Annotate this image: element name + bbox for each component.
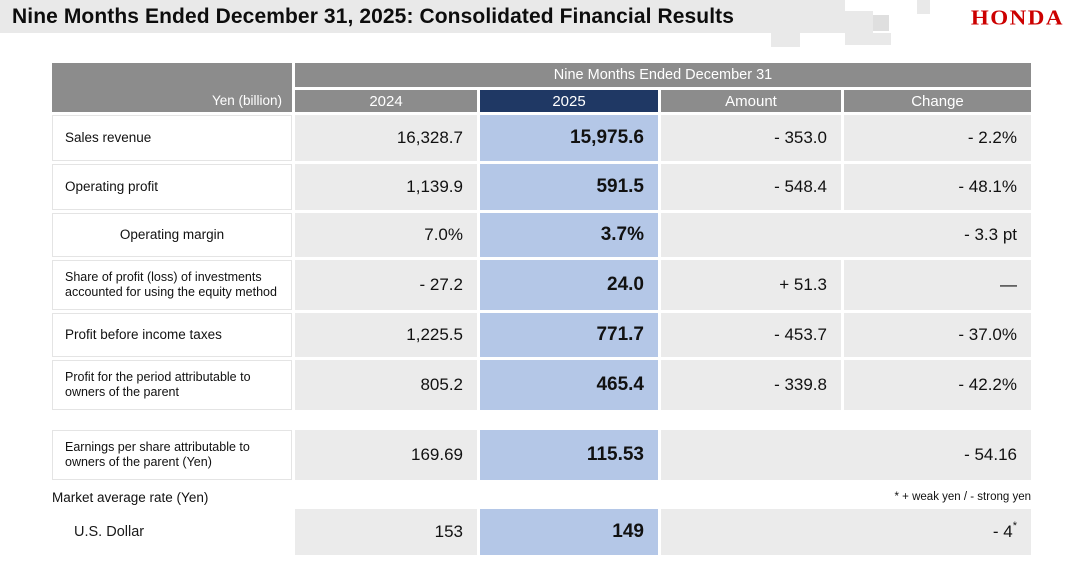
value-change: - 3.3 pt — [661, 213, 1031, 257]
value-amount: - 453.7 — [661, 313, 841, 357]
value-change: - 54.16 — [661, 430, 1031, 480]
title-bar: Nine Months Ended December 31, 2025: Con… — [0, 0, 845, 33]
row-label: Profit before income taxes — [52, 313, 292, 357]
market-rate-label: Market average rate (Yen) — [52, 489, 209, 505]
value-2025: 24.0 — [480, 260, 658, 310]
row-label: Operating margin — [52, 213, 292, 257]
row-label: Earnings per share attributable to owner… — [52, 430, 292, 480]
value-2025: 3.7% — [480, 213, 658, 257]
column-header-change: Change — [844, 90, 1031, 112]
value-2024: 16,328.7 — [295, 115, 477, 161]
mosaic-square — [845, 11, 873, 33]
value-change: - 37.0% — [844, 313, 1031, 357]
column-header-amount: Amount — [661, 90, 841, 112]
page-title: Nine Months Ended December 31, 2025: Con… — [12, 5, 735, 28]
mosaic-square — [873, 15, 889, 31]
value-2024: 153 — [295, 509, 477, 555]
honda-logo: HONDA — [970, 6, 1064, 30]
mosaic-square — [771, 33, 800, 47]
value-amount: - 548.4 — [661, 164, 841, 210]
usd-change-value: - 4 — [992, 522, 1013, 541]
value-2025: 15,975.6 — [480, 115, 658, 161]
column-header-2025: 2025 — [480, 90, 658, 112]
yen-footnote: * + weak yen / - strong yen — [894, 491, 1031, 503]
value-2024: 7.0% — [295, 213, 477, 257]
value-2024: - 27.2 — [295, 260, 477, 310]
column-header-2024: 2024 — [295, 90, 477, 112]
value-2024: 1,225.5 — [295, 313, 477, 357]
row-label: U.S. Dollar — [52, 509, 292, 555]
value-2024: 805.2 — [295, 360, 477, 410]
market-rate-row: Market average rate (Yen) * + weak yen /… — [52, 487, 1031, 507]
value-change: - 2.2% — [844, 115, 1031, 161]
period-header-cell: Nine Months Ended December 31 — [295, 63, 1031, 87]
value-2025: 115.53 — [480, 430, 658, 480]
row-label: Sales revenue — [52, 115, 292, 161]
value-2025: 591.5 — [480, 164, 658, 210]
value-amount: - 353.0 — [661, 115, 841, 161]
eps-row: Earnings per share attributable to owner… — [52, 430, 1031, 480]
value-change: — — [844, 260, 1031, 310]
financial-table: Yen (billion) Nine Months Ended December… — [52, 63, 1031, 410]
value-2025: 149 — [480, 509, 658, 555]
value-change: - 42.2% — [844, 360, 1031, 410]
row-label: Share of profit (loss) of investments ac… — [52, 260, 292, 310]
value-amount: - 339.8 — [661, 360, 841, 410]
row-label: Profit for the period attributable to ow… — [52, 360, 292, 410]
value-change: - 48.1% — [844, 164, 1031, 210]
usd-row: U.S. Dollar 153 149 - 4 * — [52, 509, 1031, 555]
value-2025: 771.7 — [480, 313, 658, 357]
mosaic-square — [845, 33, 891, 45]
mosaic-square — [917, 0, 930, 14]
unit-header-cell: Yen (billion) — [52, 63, 292, 112]
value-2024: 1,139.9 — [295, 164, 477, 210]
value-2024: 169.69 — [295, 430, 477, 480]
value-2025: 465.4 — [480, 360, 658, 410]
row-label: Operating profit — [52, 164, 292, 210]
value-amount: + 51.3 — [661, 260, 841, 310]
value-change: - 4 * — [661, 509, 1031, 555]
